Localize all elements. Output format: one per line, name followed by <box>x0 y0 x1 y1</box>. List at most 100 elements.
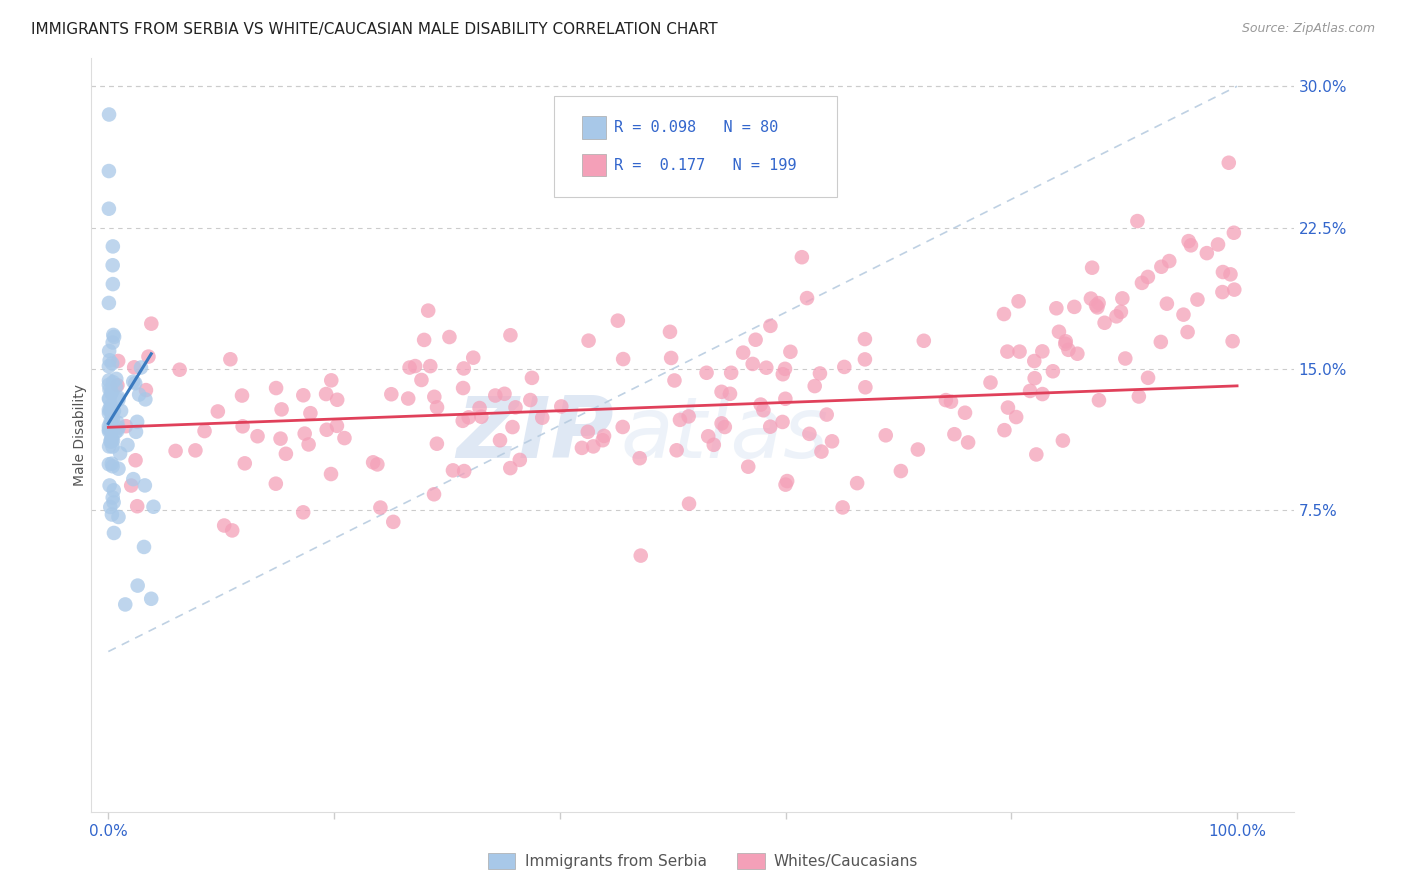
Point <box>582 439 605 453</box>
Point <box>98 107 121 121</box>
Point <box>101 434 124 448</box>
Point <box>775 477 797 491</box>
Point <box>132 540 155 554</box>
Point <box>733 345 755 359</box>
FancyBboxPatch shape <box>554 95 837 197</box>
Point <box>1054 334 1077 349</box>
Point <box>114 598 136 612</box>
Point <box>718 386 741 401</box>
Point <box>832 359 855 374</box>
Point <box>107 420 129 434</box>
Point <box>520 371 543 385</box>
Point <box>606 313 628 327</box>
Point <box>659 325 682 339</box>
Point <box>110 404 132 418</box>
Point <box>509 453 531 467</box>
Point <box>97 423 120 437</box>
Point <box>993 307 1015 321</box>
Text: Source: ZipAtlas.com: Source: ZipAtlas.com <box>1241 22 1375 36</box>
Point <box>122 472 145 486</box>
Point <box>107 354 129 368</box>
Point <box>853 380 876 394</box>
Point <box>423 487 446 501</box>
Point <box>129 360 152 375</box>
Point <box>134 478 156 492</box>
Point <box>98 425 121 439</box>
Point <box>165 444 187 458</box>
Point <box>846 476 869 491</box>
Point <box>1150 260 1173 274</box>
Point <box>1025 447 1047 461</box>
Point <box>98 478 121 492</box>
Point <box>1177 325 1199 339</box>
Point <box>120 478 142 492</box>
Point <box>221 524 243 538</box>
Point <box>779 344 801 359</box>
Point <box>1042 364 1064 378</box>
Point <box>1130 276 1153 290</box>
Point <box>463 351 485 365</box>
Point <box>97 402 120 417</box>
Point <box>1111 291 1133 305</box>
Point <box>441 463 464 477</box>
Point <box>953 406 976 420</box>
Point <box>270 432 292 446</box>
Point <box>912 334 935 348</box>
Point <box>423 390 446 404</box>
Text: IMMIGRANTS FROM SERBIA VS WHITE/CAUCASIAN MALE DISABILITY CORRELATION CHART: IMMIGRANTS FROM SERBIA VS WHITE/CAUCASIA… <box>31 22 717 37</box>
Point <box>193 424 215 438</box>
Text: ZIP: ZIP <box>457 393 614 476</box>
Point <box>1024 354 1046 368</box>
Point <box>101 409 124 423</box>
Point <box>1219 268 1241 282</box>
Point <box>550 400 572 414</box>
Point <box>1223 283 1246 297</box>
Point <box>519 392 541 407</box>
Point <box>439 330 461 344</box>
Point <box>231 388 253 402</box>
Point <box>799 426 821 441</box>
Point <box>749 398 772 412</box>
Point <box>935 393 957 408</box>
Point <box>1007 294 1029 309</box>
Point <box>1045 301 1067 316</box>
Point <box>100 434 122 449</box>
Point <box>772 368 794 382</box>
Point <box>426 401 449 415</box>
Point <box>212 518 235 533</box>
Point <box>1088 393 1111 408</box>
Point <box>1054 336 1077 351</box>
Point <box>457 410 479 425</box>
Point <box>815 408 838 422</box>
Point <box>264 476 287 491</box>
Point <box>101 258 124 272</box>
Point <box>274 447 297 461</box>
Point <box>810 444 832 458</box>
Point <box>98 353 121 368</box>
Point <box>875 428 897 442</box>
Point <box>366 458 388 472</box>
Point <box>127 578 149 592</box>
Point <box>294 426 316 441</box>
Point <box>1173 308 1195 322</box>
Point <box>122 375 145 389</box>
Point <box>578 334 600 348</box>
Point <box>103 526 125 541</box>
Point <box>494 386 516 401</box>
Point <box>107 510 129 524</box>
Point <box>101 239 124 253</box>
Point <box>453 464 475 478</box>
Point <box>1031 387 1053 401</box>
Point <box>1066 347 1088 361</box>
Point <box>101 375 124 389</box>
Point <box>1005 410 1028 425</box>
Point <box>939 394 962 409</box>
Point <box>499 461 522 475</box>
Point <box>101 457 124 471</box>
Text: R =  0.177   N = 199: R = 0.177 N = 199 <box>614 158 797 172</box>
Point <box>571 441 593 455</box>
Point <box>98 392 121 406</box>
Point <box>1085 301 1108 315</box>
Point <box>97 296 120 310</box>
Point <box>1105 310 1128 324</box>
